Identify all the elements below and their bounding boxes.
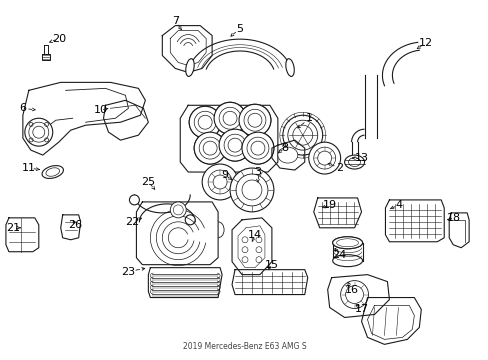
Polygon shape: [148, 268, 222, 298]
Text: 11: 11: [22, 163, 36, 173]
Text: 15: 15: [264, 260, 278, 270]
Text: 9: 9: [221, 170, 228, 180]
Circle shape: [219, 129, 250, 161]
Polygon shape: [190, 39, 289, 69]
Polygon shape: [271, 140, 304, 170]
Polygon shape: [232, 218, 271, 275]
Polygon shape: [364, 75, 377, 135]
Text: 7: 7: [171, 15, 179, 26]
Circle shape: [214, 102, 245, 134]
Circle shape: [219, 129, 250, 161]
Text: 26: 26: [68, 220, 82, 230]
Circle shape: [242, 132, 273, 164]
Ellipse shape: [332, 255, 362, 267]
Text: 2: 2: [335, 163, 343, 173]
Circle shape: [170, 202, 186, 218]
Text: 14: 14: [247, 230, 262, 240]
Circle shape: [129, 195, 139, 205]
Text: 23: 23: [121, 267, 135, 276]
Text: 20: 20: [52, 33, 66, 44]
Circle shape: [189, 106, 221, 138]
Circle shape: [340, 280, 368, 309]
Circle shape: [242, 132, 273, 164]
Text: 24: 24: [332, 250, 346, 260]
Circle shape: [194, 132, 225, 164]
Polygon shape: [448, 213, 468, 248]
Circle shape: [189, 106, 221, 138]
Ellipse shape: [332, 237, 362, 249]
Ellipse shape: [277, 147, 297, 163]
Circle shape: [239, 104, 270, 136]
Circle shape: [239, 104, 270, 136]
Ellipse shape: [285, 59, 294, 76]
Text: 5: 5: [236, 24, 243, 33]
Polygon shape: [136, 202, 218, 265]
Text: 22: 22: [125, 217, 139, 227]
Polygon shape: [313, 198, 361, 228]
Text: 2019 Mercedes-Benz E63 AMG S: 2019 Mercedes-Benz E63 AMG S: [183, 342, 305, 351]
Text: 19: 19: [322, 200, 336, 210]
Text: 13: 13: [354, 153, 368, 163]
Circle shape: [185, 215, 195, 225]
Circle shape: [202, 164, 238, 200]
Polygon shape: [327, 275, 388, 318]
Polygon shape: [6, 218, 39, 252]
Text: 18: 18: [446, 213, 460, 223]
Polygon shape: [232, 270, 307, 294]
Circle shape: [194, 132, 225, 164]
Ellipse shape: [344, 155, 364, 169]
Polygon shape: [180, 105, 277, 172]
Text: 16: 16: [344, 284, 358, 294]
Circle shape: [308, 142, 340, 174]
Ellipse shape: [185, 59, 194, 76]
Text: 10: 10: [93, 105, 107, 115]
Text: 1: 1: [305, 113, 313, 123]
Circle shape: [25, 118, 53, 146]
Text: 17: 17: [354, 305, 368, 315]
Polygon shape: [103, 100, 148, 140]
Ellipse shape: [332, 237, 362, 249]
Polygon shape: [61, 215, 81, 240]
Text: 3: 3: [254, 167, 261, 177]
Text: 8: 8: [281, 143, 288, 153]
Circle shape: [229, 168, 273, 212]
Ellipse shape: [42, 166, 63, 179]
Text: 21: 21: [6, 223, 20, 233]
Polygon shape: [382, 42, 418, 86]
Text: 12: 12: [418, 37, 432, 48]
Polygon shape: [23, 82, 145, 155]
Text: 4: 4: [395, 200, 402, 210]
Polygon shape: [385, 200, 443, 242]
Polygon shape: [162, 26, 212, 72]
Polygon shape: [332, 243, 362, 261]
Text: 25: 25: [141, 177, 155, 187]
Circle shape: [282, 115, 322, 155]
Polygon shape: [361, 298, 421, 345]
Circle shape: [214, 102, 245, 134]
Text: 6: 6: [20, 103, 26, 113]
